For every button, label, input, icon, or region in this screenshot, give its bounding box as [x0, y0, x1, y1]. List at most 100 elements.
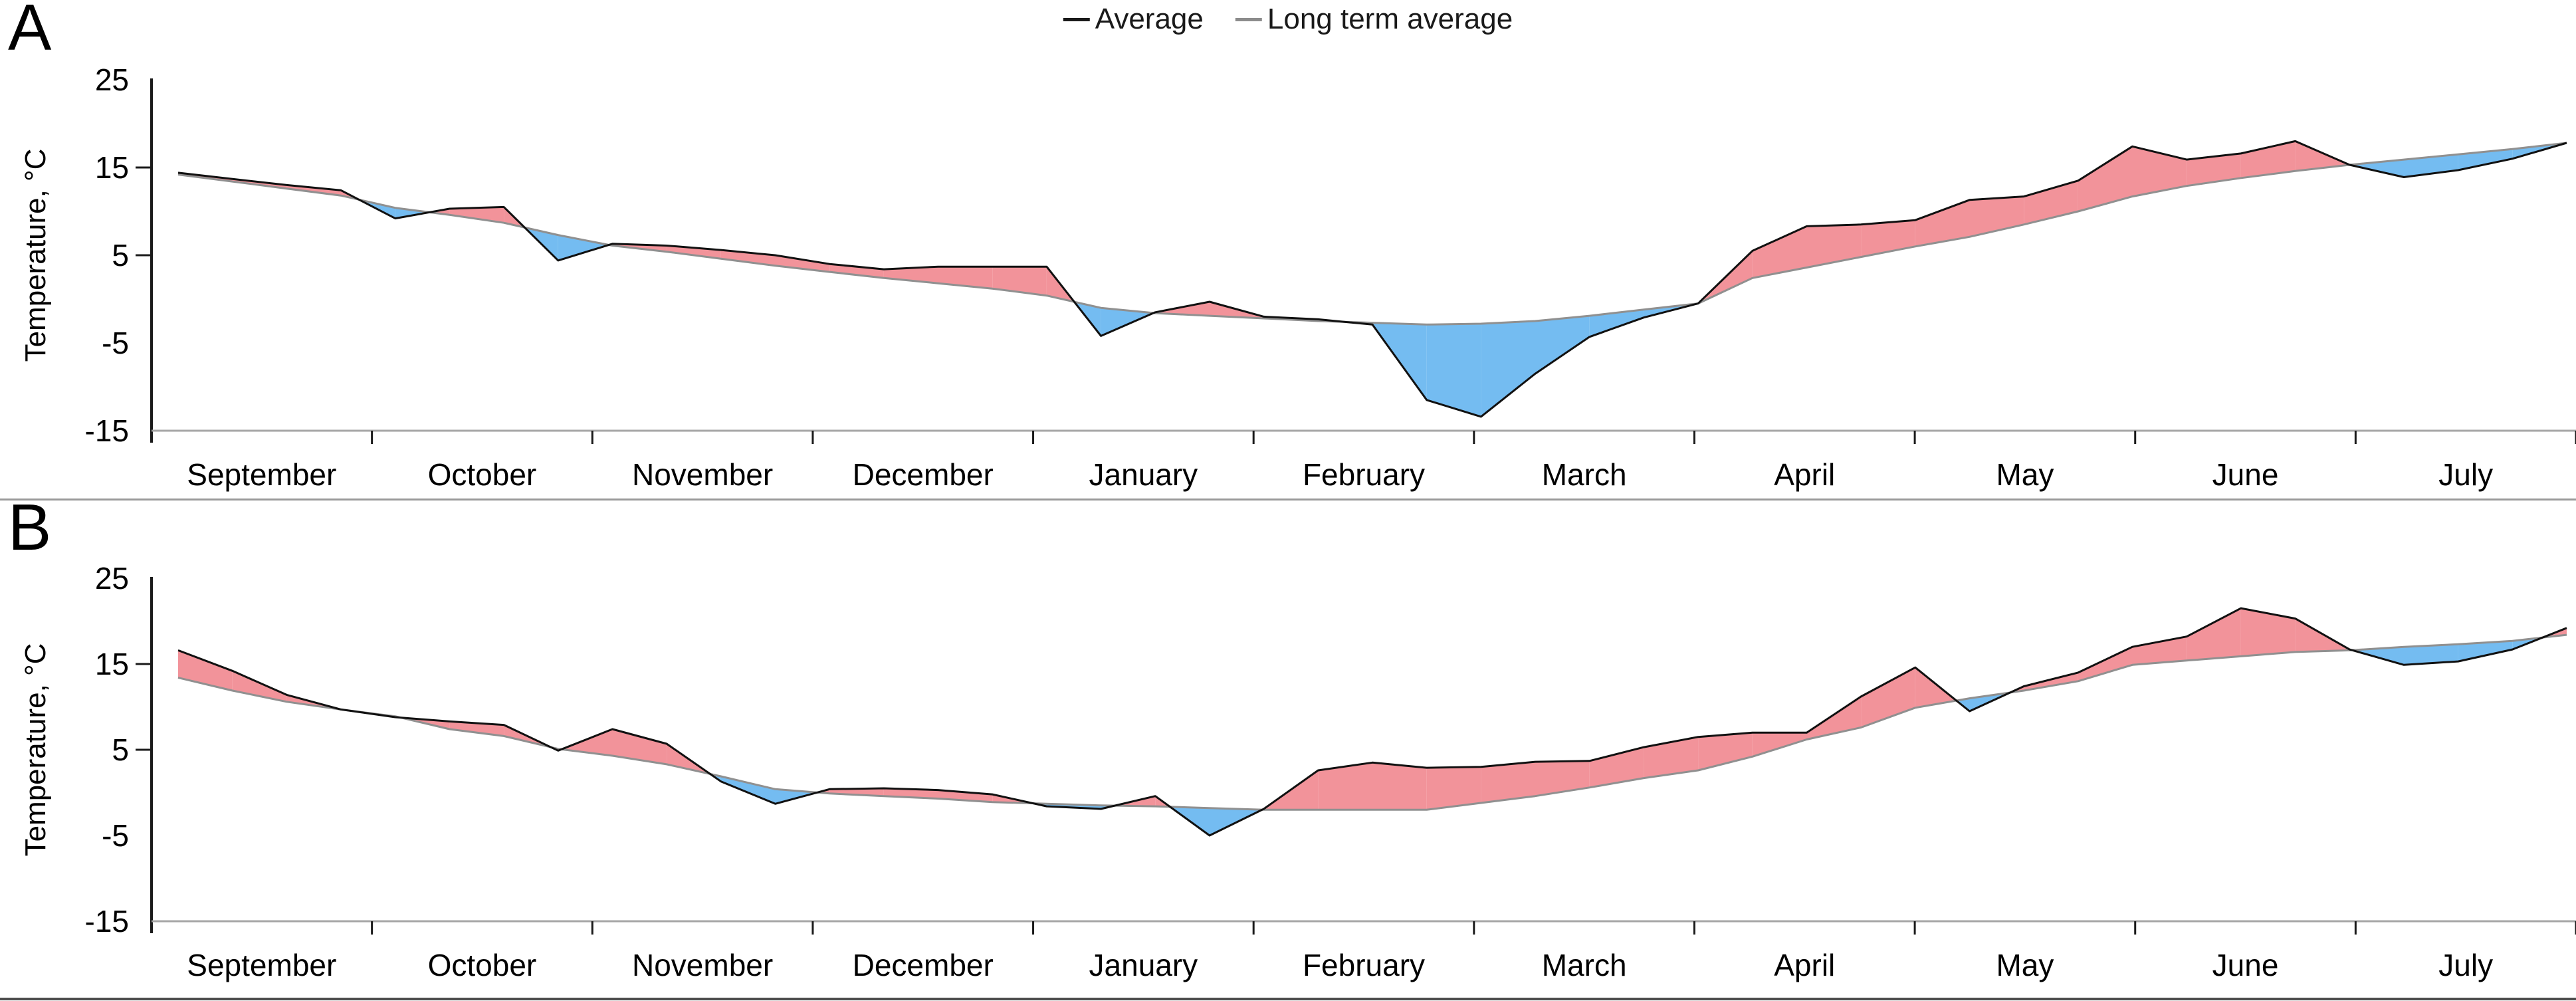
x-axis-month-label: February [1303, 457, 1425, 492]
x-axis-month-label: April [1774, 948, 1835, 982]
cold-anomaly-area [395, 207, 430, 219]
warm-anomaly-area [449, 207, 504, 223]
x-axis-month-label: January [1089, 457, 1198, 492]
panel-b-average-line [177, 607, 2567, 837]
warm-anomaly-area [1752, 732, 1807, 757]
warm-anomaly-area [829, 264, 884, 278]
x-axis-month-label: November [632, 457, 773, 492]
legend-line-swatch-average [1063, 17, 1090, 21]
x-axis-month-label: January [1089, 948, 1198, 982]
panel-divider-line [0, 499, 2576, 500]
x-axis-month-label: September [187, 457, 336, 492]
warm-anomaly-area [1861, 220, 1915, 257]
cold-anomaly-area [1589, 309, 1644, 337]
y-axis-tick-label: 5 [112, 732, 129, 767]
x-axis-month-label: June [2212, 948, 2279, 982]
x-axis-month-label: December [853, 948, 994, 982]
panel-a-long-term-average-line [177, 142, 2567, 326]
x-axis-month-label: February [1303, 948, 1425, 982]
y-axis-title-panel-b: Temperature, °C [19, 643, 52, 857]
warm-anomaly-area [1752, 226, 1807, 278]
warm-anomaly-area [775, 255, 830, 273]
y-axis-tick-label: -15 [85, 904, 129, 939]
warm-anomaly-area [1915, 199, 1970, 247]
x-axis-month-label: July [2438, 948, 2493, 982]
y-axis-tick-label: 25 [95, 62, 129, 97]
x-axis-month-label: September [187, 948, 336, 982]
y-axis-title-panel-a: Temperature, °C [19, 148, 52, 362]
warm-anomaly-area [2187, 608, 2241, 661]
warm-anomaly-area [2078, 146, 2133, 211]
warm-anomaly-area [1426, 766, 1481, 810]
warm-anomaly-area [2078, 647, 2133, 681]
warm-anomaly-area [2240, 141, 2296, 178]
y-axis-tick-label: 15 [95, 150, 129, 185]
legend: Average Long term average [1063, 3, 1513, 36]
warm-anomaly-area [2024, 672, 2078, 691]
cold-anomaly-area [1535, 316, 1590, 374]
panel-a: 25 15 5 -5 -15 September October November Decemb… [85, 62, 2576, 492]
y-axis-tick-label: -15 [85, 413, 129, 448]
warm-anomaly-area [1644, 736, 1699, 778]
cold-anomaly-area [2404, 644, 2458, 665]
warm-anomaly-area [938, 267, 993, 289]
x-axis-month-label: April [1774, 457, 1835, 492]
warm-anomaly-area [232, 671, 287, 702]
warm-anomaly-area [1372, 762, 1427, 810]
warm-anomaly-area [2187, 153, 2241, 186]
warm-anomaly-area [1806, 224, 1862, 268]
x-axis-month-label: June [2212, 457, 2279, 492]
legend-label-long-term-average: Long term average [1267, 3, 1513, 35]
cold-anomaly-area [1481, 321, 1535, 417]
warm-anomaly-area [1806, 697, 1862, 740]
warm-anomaly-area [612, 729, 667, 764]
warm-anomaly-area [2132, 636, 2187, 665]
warm-anomaly-area [720, 250, 776, 266]
bottom-border-line [0, 998, 2576, 1000]
cold-anomaly-area [1101, 308, 1154, 336]
y-axis-tick-label: 25 [95, 561, 129, 596]
cold-anomaly-area [2458, 641, 2513, 662]
y-axis-tick-label: 15 [95, 647, 129, 681]
legend-item-long-term-average: Long term average [1235, 3, 1513, 36]
y-axis-tick-label: -5 [102, 326, 129, 360]
x-axis-month-label: October [428, 948, 537, 982]
warm-anomaly-area [1698, 732, 1753, 770]
x-axis-month-label: March [1542, 457, 1627, 492]
x-axis-month-label: March [1542, 948, 1627, 982]
x-axis-month-label: November [632, 948, 773, 982]
cold-anomaly-area [558, 235, 609, 261]
warm-anomaly-area [992, 267, 1047, 296]
panel-a-label: A [8, 0, 52, 64]
x-axis-month-label: July [2438, 457, 2493, 492]
legend-line-swatch-long-term-average [1235, 17, 1262, 21]
x-axis-month-label: May [1996, 948, 2054, 982]
y-axis-tick-label: -5 [102, 818, 129, 853]
cold-anomaly-area [720, 776, 776, 804]
warm-anomaly-area [2295, 141, 2350, 171]
legend-item-average: Average [1063, 3, 1204, 36]
panel-b-label: B [8, 491, 52, 564]
warm-anomaly-area [2132, 146, 2187, 197]
warm-anomaly-area [1915, 667, 1957, 708]
x-axis-month-label: October [428, 457, 537, 492]
warm-anomaly-area [1318, 762, 1372, 810]
warm-anomaly-area [1481, 762, 1535, 803]
cold-anomaly-area [1426, 324, 1481, 417]
warm-anomaly-area [561, 729, 613, 756]
warm-anomaly-area [1535, 760, 1590, 796]
cold-anomaly-area [2458, 149, 2513, 170]
x-axis-month-label: December [853, 457, 994, 492]
panel-b: 25 15 5 -5 -15 September October November Decemb… [85, 561, 2576, 982]
warm-anomaly-area [2240, 608, 2296, 657]
panel-a-average-line [177, 140, 2567, 418]
legend-label-average: Average [1095, 3, 1204, 35]
warm-anomaly-area [1589, 747, 1644, 788]
x-axis-month-label: May [1996, 457, 2054, 492]
warm-anomaly-area [2024, 180, 2078, 225]
panel-b-anomaly-fills [178, 608, 2567, 835]
panel-b-long-term-average-line [177, 633, 2567, 811]
